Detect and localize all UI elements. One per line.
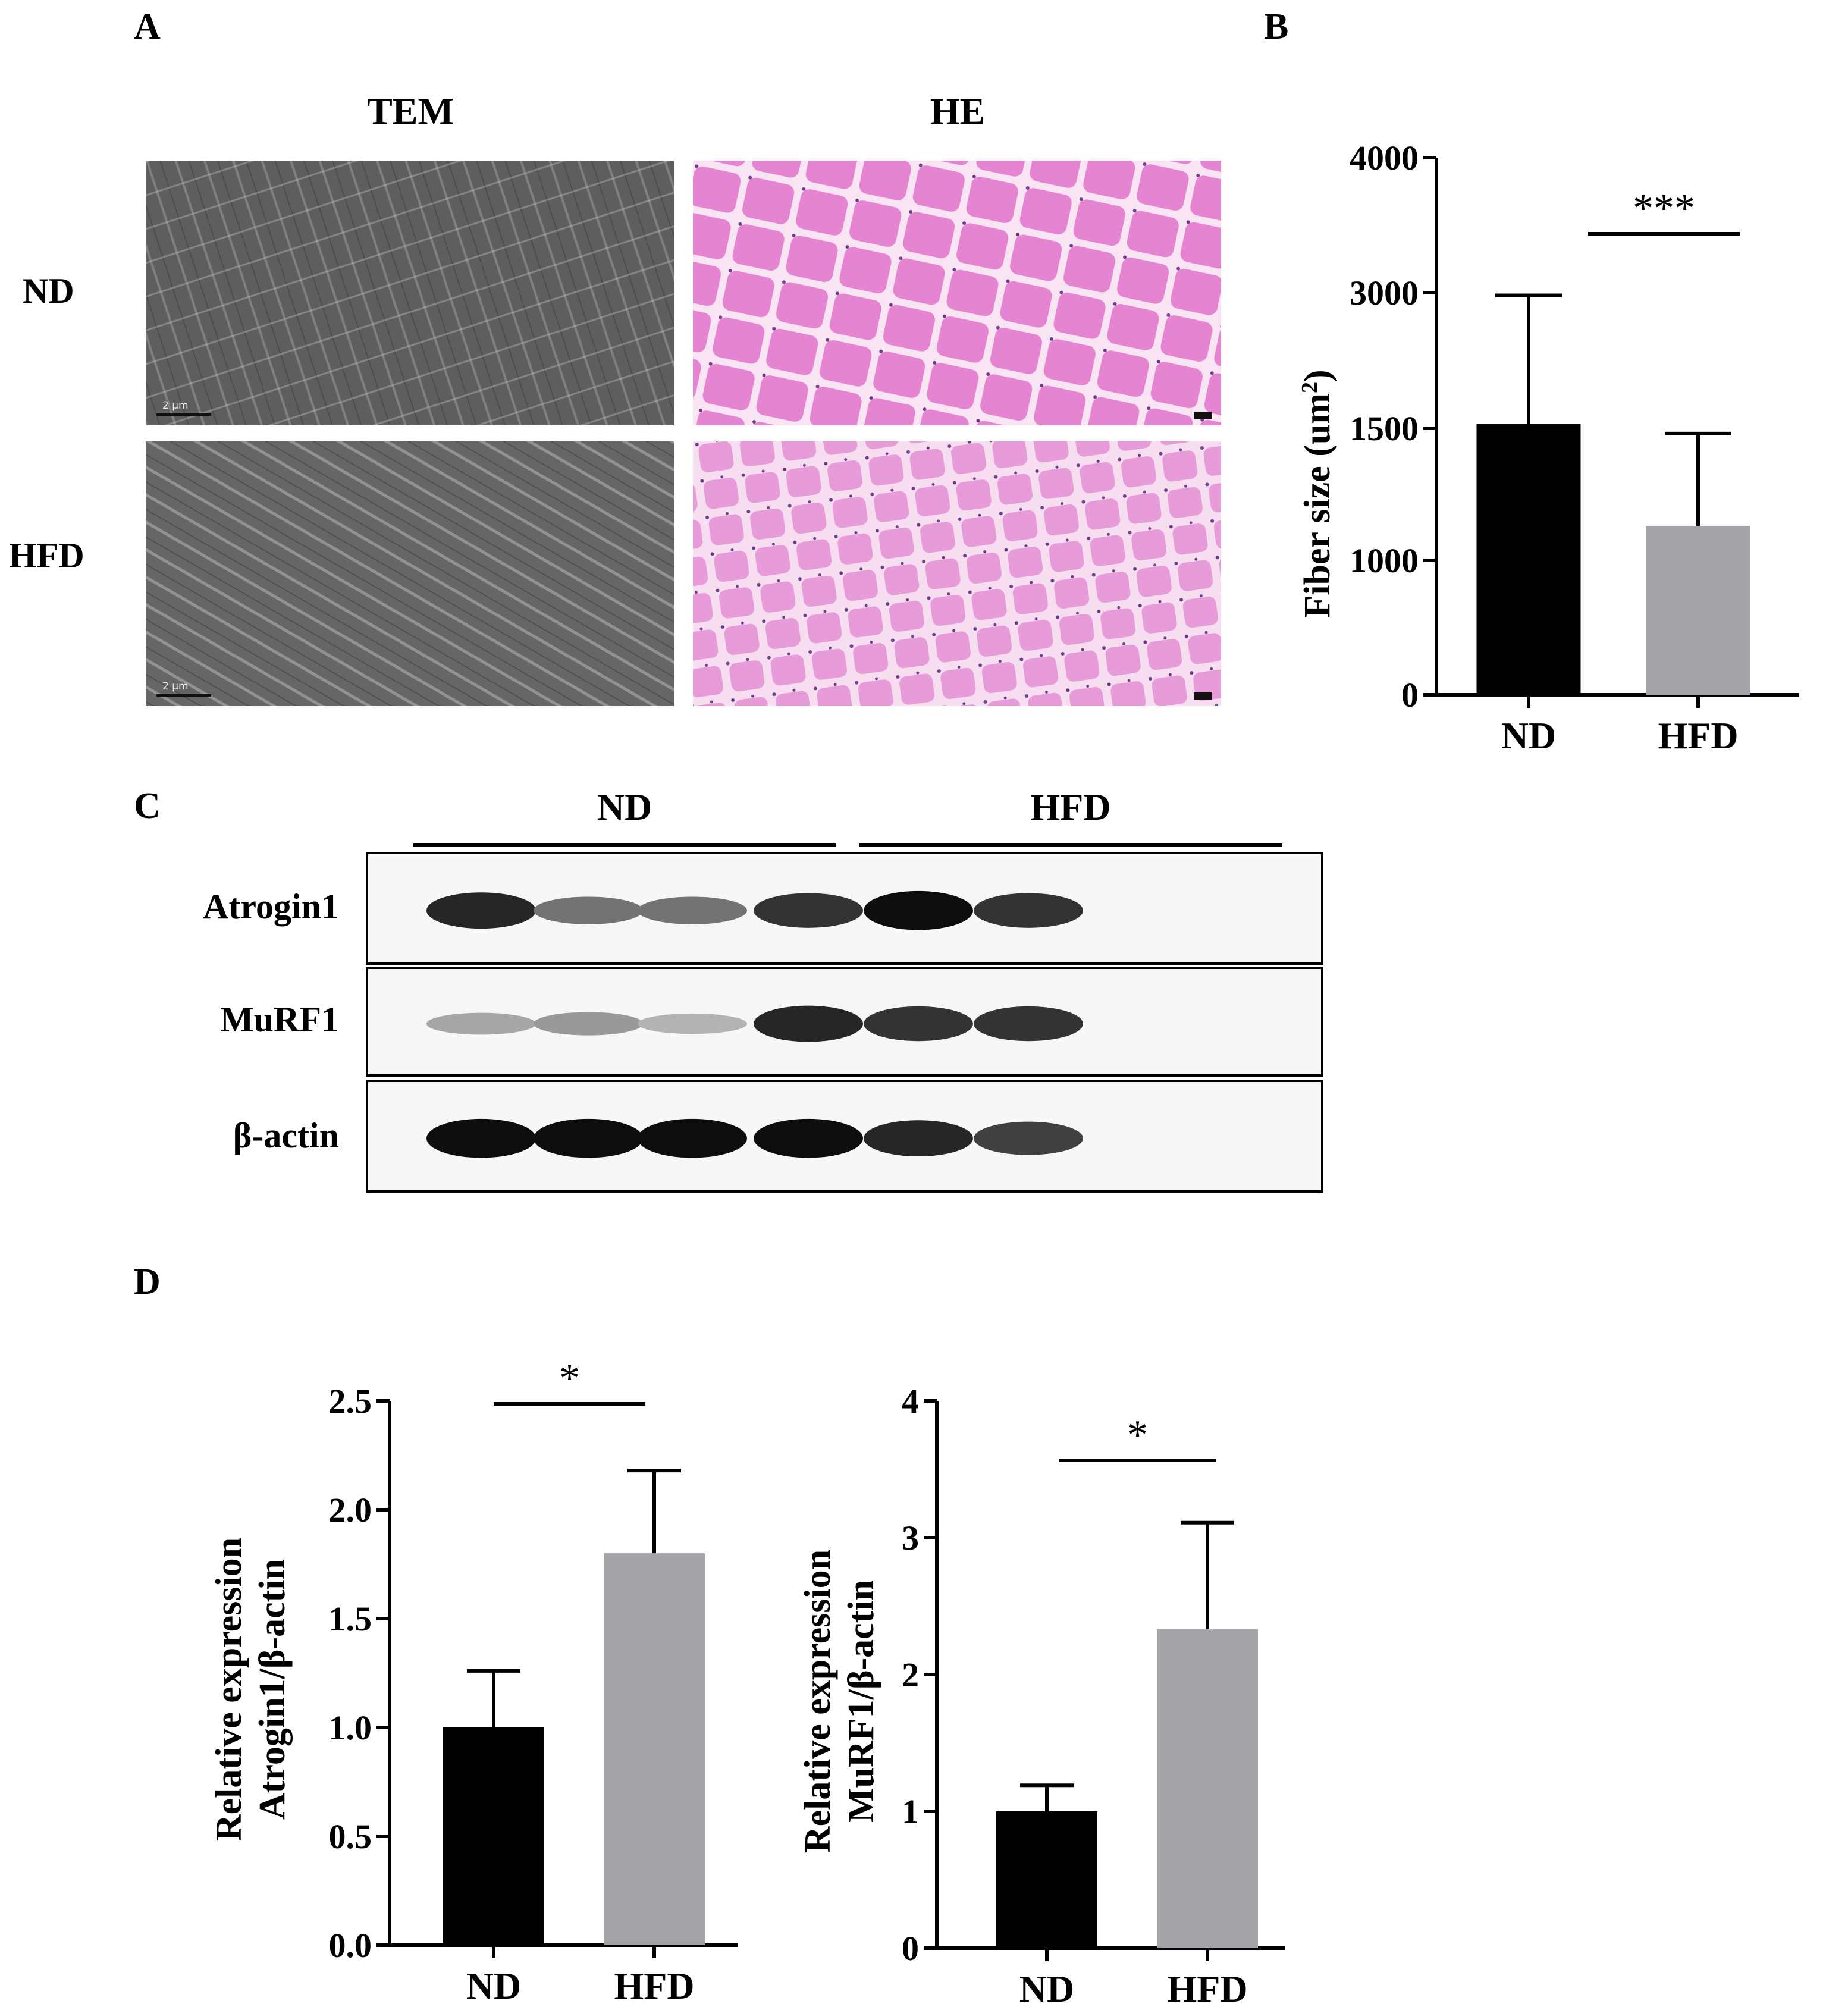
atrogin1-y-tick-label: 1.5 [329, 1600, 372, 1638]
fiber-size-y-label-main: Fiber size (um [1297, 393, 1338, 618]
fiber-size-y-label-sup: 2 [1297, 382, 1322, 393]
murf1-y-tick-label: 4 [902, 1382, 919, 1421]
wb-group-line-hfd [859, 843, 1282, 847]
wb-blot-murf1 [366, 967, 1323, 1077]
scale-label-tem-hfd: 2 μm [162, 681, 189, 692]
wb-band [426, 1012, 536, 1035]
atrogin1-expression-chart: Relative expression Atrogin1/β-actin 0.0… [209, 1356, 738, 2007]
fiber-size-significance-mark: *** [1633, 186, 1695, 231]
murf1-x-label-hfd: HFD [1167, 1968, 1247, 2010]
panel-letter-b: B [1264, 7, 1289, 47]
scale-label-tem-nd: 2 μm [162, 400, 189, 412]
wb-band [864, 1006, 973, 1042]
scale-bar-tem-nd [156, 413, 211, 416]
fiber-size-y-tick-label: 1000 [1350, 541, 1419, 580]
scale-bar-tem-hfd [156, 694, 211, 697]
wb-label-murf1: MuRF1 [220, 1000, 339, 1039]
atrogin1-bar-hfd [604, 1553, 705, 1945]
fiber-size-bar-nd [1476, 424, 1581, 695]
scale-bar-he-nd [1194, 412, 1212, 419]
wb-bands-0 [426, 890, 1083, 930]
he-image-nd [693, 161, 1221, 425]
atrogin1-x-label-hfd: HFD [614, 1965, 694, 2007]
wb-group-hfd: HFD [1030, 786, 1111, 828]
panel-letter-d: D [134, 1262, 161, 1302]
tem-image-nd: 2 μm [146, 161, 674, 425]
atrogin1-x-label-nd: ND [466, 1965, 521, 2007]
wb-blot-atrogin1 [366, 852, 1323, 965]
wb-band [754, 893, 863, 928]
wb-band [974, 1121, 1083, 1155]
he-image-hfd [693, 441, 1221, 706]
atrogin1-y-tick-label: 2.5 [329, 1382, 372, 1421]
wb-label-atrogin1: Atrogin1 [203, 887, 339, 926]
murf1-expression-chart: Relative expression MuRF1/β-actin 0 1 2 3 4 N… [798, 1382, 1285, 2010]
wb-band [974, 1006, 1083, 1042]
atrogin1-y-tick-label: 2.0 [329, 1491, 372, 1529]
murf1-y-tick-label: 0 [902, 1929, 919, 1968]
atrogin1-y-tick-label: 0.0 [329, 1926, 372, 1965]
murf1-y-tick-label: 1 [902, 1792, 919, 1831]
wb-band [864, 890, 973, 930]
fiber-size-bar-hfd [1646, 526, 1750, 695]
fiber-size-x-label-nd: ND [1501, 714, 1556, 757]
fiber-size-x-label-hfd: HFD [1658, 714, 1738, 757]
atrogin1-significance-mark: * [559, 1356, 580, 1401]
atrogin1-bar-nd [443, 1727, 544, 1945]
wb-band [638, 896, 747, 924]
murf1-significance-mark: * [1127, 1412, 1148, 1458]
col-header-he: HE [930, 90, 986, 132]
scale-bar-he-hfd [1194, 692, 1212, 700]
wb-label-beta-actin: β-actin [233, 1116, 339, 1155]
fiber-size-y-tick-label: 1500 [1350, 409, 1419, 448]
tem-texture-nd [146, 161, 674, 425]
row-label-nd: ND [23, 271, 74, 311]
wb-band [638, 1013, 747, 1034]
he-texture-hfd [693, 441, 1221, 706]
tem-image-hfd: 2 μm [146, 441, 674, 706]
murf1-y-label-line1: Relative expression [798, 1550, 838, 1853]
fiber-size-y-label-end: ) [1297, 369, 1338, 382]
fiber-size-y-label: Fiber size (um2) [1297, 369, 1338, 617]
fiber-size-y-tick-label: 4000 [1350, 139, 1419, 177]
panel-letter-a: A [134, 7, 161, 47]
murf1-bar-nd [996, 1811, 1097, 1948]
wb-band [638, 1118, 747, 1158]
col-header-tem: TEM [367, 90, 454, 132]
wb-group-nd: ND [597, 786, 652, 828]
atrogin1-y-tick-label: 1.0 [329, 1708, 372, 1747]
murf1-x-label-nd: ND [1019, 1968, 1074, 2010]
panel-letter-c: C [134, 786, 161, 826]
wb-bands-1 [426, 1005, 1083, 1042]
tem-texture-hfd [146, 441, 674, 706]
wb-bands-2 [426, 1118, 1083, 1158]
murf1-y-label-line2: MuRF1/β-actin [841, 1580, 881, 1823]
wb-band [754, 1118, 863, 1158]
atrogin1-y-label-line2: Atrogin1/β-actin [252, 1559, 293, 1820]
wb-band [754, 1005, 863, 1042]
atrogin1-y-tick-label: 0.5 [329, 1817, 372, 1856]
he-texture-nd [693, 161, 1221, 425]
wb-band [534, 1012, 643, 1036]
murf1-y-tick-label: 3 [902, 1519, 919, 1557]
fiber-size-y-tick-label: 3000 [1350, 274, 1419, 312]
wb-band [534, 1118, 643, 1158]
murf1-bar-hfd [1157, 1629, 1258, 1948]
wb-band [534, 896, 643, 924]
murf1-y-tick-label: 2 [902, 1655, 919, 1694]
wb-band [426, 1118, 536, 1158]
wb-group-line-nd [413, 843, 836, 847]
wb-band [426, 892, 536, 929]
fiber-size-chart: Fiber size (um2) 0 1000 1500 3000 4000 ND HFD *… [1297, 139, 1799, 757]
wb-blot-beta-actin [366, 1080, 1323, 1193]
wb-band [864, 1120, 973, 1157]
fiber-size-y-tick-label: 0 [1401, 676, 1419, 714]
wb-band [974, 893, 1083, 928]
atrogin1-y-label-line1: Relative expression [209, 1538, 249, 1841]
row-label-hfd: HFD [9, 536, 84, 575]
